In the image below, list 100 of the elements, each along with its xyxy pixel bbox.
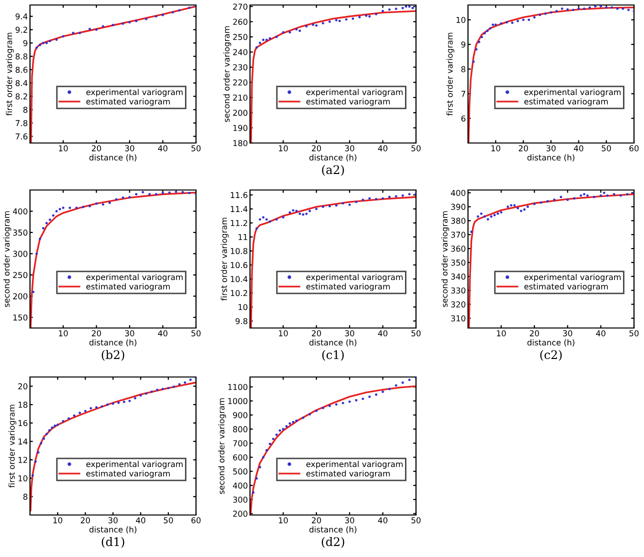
x-tick-label: 50 xyxy=(164,517,173,524)
y-tick-label: 7 xyxy=(461,90,466,97)
y-tick-label: 250 xyxy=(13,272,28,278)
x-tick-label: 60 xyxy=(191,517,201,524)
point xyxy=(32,290,35,294)
x-tick-label: 30 xyxy=(345,517,354,524)
y-tick-label: 380 xyxy=(451,218,466,224)
y-tick-label: 16 xyxy=(18,420,28,426)
y-tick-label: 900 xyxy=(233,412,248,418)
y-tick-label: 1100 xyxy=(228,384,248,390)
point xyxy=(255,46,258,49)
y-tick-label: 8 xyxy=(23,106,28,113)
point xyxy=(352,17,354,20)
point xyxy=(167,386,170,390)
point xyxy=(368,15,371,18)
y-tick-label: 370 xyxy=(451,232,466,238)
point xyxy=(305,212,308,216)
legend-label: estimated variogram xyxy=(306,98,390,106)
point xyxy=(95,28,98,31)
point xyxy=(115,198,118,201)
x-tick-label: 10 xyxy=(53,517,62,524)
legend-label: estimated variogram xyxy=(524,98,608,106)
point xyxy=(338,20,341,22)
x-tick-label: 40 xyxy=(136,517,146,524)
point xyxy=(255,227,258,230)
y-tick-label: 200 xyxy=(13,293,28,300)
point xyxy=(546,200,549,202)
y-tick-label: 11.4 xyxy=(230,206,248,212)
x-tick-label: 10 xyxy=(278,330,288,336)
point xyxy=(496,212,500,215)
point xyxy=(572,8,574,12)
point xyxy=(470,230,473,234)
point xyxy=(374,12,378,16)
point xyxy=(35,252,38,255)
point xyxy=(258,42,262,44)
legend-label: estimated variogram xyxy=(306,283,390,292)
x-tick-label: 10 xyxy=(278,517,288,524)
y-tick-label: 8.8 xyxy=(16,53,28,60)
point xyxy=(362,198,364,202)
x-tick-label: 10 xyxy=(278,145,288,152)
y-tick-label: 700 xyxy=(233,440,248,446)
y-tick-label: 340 xyxy=(451,274,466,280)
point xyxy=(45,222,48,224)
y-tick-label: 11.6 xyxy=(230,192,248,198)
legend-label: estimated variogram xyxy=(524,283,608,292)
point xyxy=(342,202,344,205)
legend-label: experimental variogram xyxy=(86,88,183,97)
y-tick-label: 10.8 xyxy=(230,248,248,254)
legend-label: experimental variogram xyxy=(306,274,403,282)
point xyxy=(580,194,582,197)
y-tick-label: 400 xyxy=(232,482,248,489)
point xyxy=(268,442,272,446)
point xyxy=(142,190,144,194)
point xyxy=(35,46,38,49)
line-series xyxy=(30,6,196,143)
point xyxy=(95,406,98,409)
point xyxy=(78,412,82,414)
x-tick-label: 10 xyxy=(496,330,506,336)
y-tick-label: 14 xyxy=(18,438,28,444)
point xyxy=(555,10,558,12)
y-tick-label: 210 xyxy=(233,94,248,101)
point xyxy=(122,22,124,25)
legend-label: experimental variogram xyxy=(86,460,183,469)
point xyxy=(268,37,272,40)
point xyxy=(82,206,84,208)
point xyxy=(600,194,602,197)
point xyxy=(292,420,294,424)
y-tick-label: 9.8 xyxy=(236,318,248,324)
text: (c2) xyxy=(540,350,562,361)
point xyxy=(550,11,552,14)
point xyxy=(315,24,318,27)
point xyxy=(122,196,124,199)
point xyxy=(560,7,564,10)
point xyxy=(315,208,318,210)
point xyxy=(68,206,72,210)
point xyxy=(500,211,502,214)
point xyxy=(62,35,64,38)
point xyxy=(364,14,368,17)
legend-label: experimental variogram xyxy=(524,274,621,282)
point xyxy=(84,410,87,412)
x-tick-label: 30 xyxy=(108,517,118,524)
point xyxy=(362,398,364,400)
point xyxy=(72,32,74,34)
point xyxy=(612,192,616,196)
point xyxy=(134,396,136,400)
point xyxy=(58,208,62,210)
x-tick-label: 30 xyxy=(563,330,572,336)
point xyxy=(538,14,542,16)
point xyxy=(188,6,191,9)
point xyxy=(106,403,109,406)
point xyxy=(382,10,384,12)
y-axis-title: second order variogram xyxy=(441,211,450,307)
point xyxy=(255,477,258,480)
point xyxy=(510,204,512,207)
text: (d2) xyxy=(322,537,344,548)
y-tick-label: 250 xyxy=(233,34,248,40)
point xyxy=(45,432,48,436)
line-series xyxy=(468,6,634,143)
x-tick-label: 40 xyxy=(574,145,584,152)
y-tick-label: 7.8 xyxy=(16,120,28,126)
